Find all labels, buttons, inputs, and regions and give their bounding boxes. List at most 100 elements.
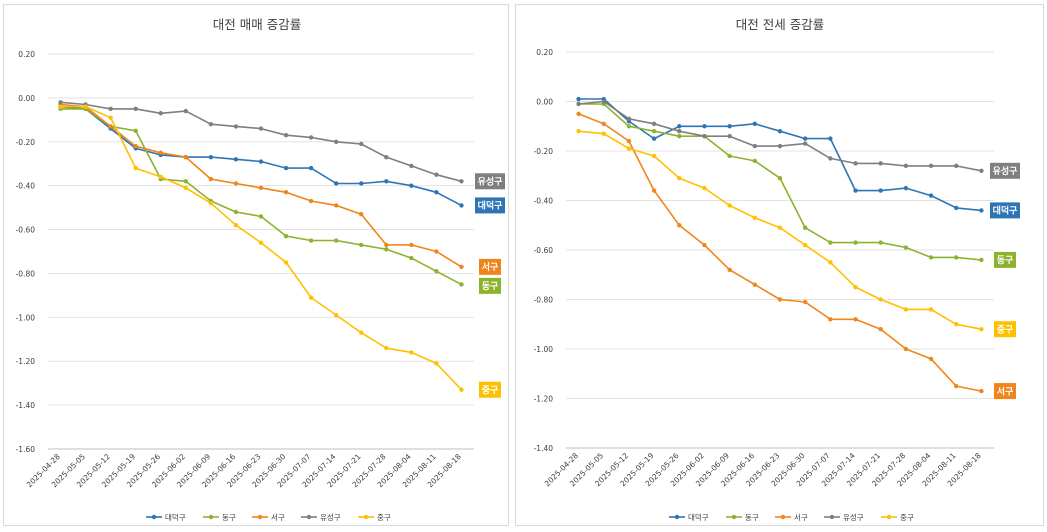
end-label-text: 서구 (997, 385, 1014, 397)
data-point (233, 209, 239, 215)
data-point (409, 183, 414, 188)
data-point (308, 295, 314, 300)
data-point (979, 388, 984, 394)
legend-marker (257, 514, 263, 520)
legend-label: 중구 (377, 513, 391, 522)
data-point (258, 126, 264, 131)
data-point (727, 153, 732, 159)
data-point (283, 190, 289, 195)
data-point (727, 203, 732, 208)
data-point (651, 188, 657, 193)
jeonse-chart: 대전 전세 증감률 0.20 0.00 -0.20 -0.40 -0.60 -0.80 -1.… (534, 17, 1020, 522)
data-point (802, 299, 808, 305)
y-tick-label: -0.80 (16, 269, 36, 278)
data-point (308, 135, 314, 140)
y-tick-label: 0.00 (18, 94, 35, 103)
data-point (777, 225, 783, 230)
end-label-box (990, 202, 1020, 219)
sales-chart-panel: 대전 매매 증감률 0.20 0.00 -0.20 -0.40 -0.60 -0.80 -1.… (3, 4, 509, 526)
y-tick-label: -1.00 (16, 313, 36, 322)
data-point (434, 190, 439, 195)
data-point (727, 267, 732, 272)
y-tick-label: -1.20 (16, 357, 36, 366)
data-point (903, 163, 909, 169)
data-point (233, 157, 239, 162)
data-point (626, 138, 632, 144)
legend-marker (306, 514, 312, 520)
data-point (283, 132, 289, 138)
data-point (928, 163, 934, 169)
data-point (903, 346, 909, 352)
data-point (409, 255, 414, 261)
data-point (752, 215, 758, 221)
data-point (928, 307, 934, 312)
end-label-text: 서구 (482, 261, 499, 273)
data-point (384, 247, 389, 252)
y-tick-label: -0.20 (16, 138, 36, 147)
end-label-text: 유성구 (478, 175, 503, 187)
data-point (233, 181, 239, 186)
data-point (459, 179, 464, 184)
end-label: 유성구 (990, 162, 1020, 179)
end-label-text: 동구 (482, 281, 499, 292)
legend-entry: 유성구 (301, 513, 341, 522)
data-point (979, 208, 984, 213)
data-point (853, 284, 858, 290)
data-point (158, 174, 163, 180)
data-point (626, 146, 632, 151)
data-point (878, 161, 883, 166)
data-point (133, 128, 138, 134)
legend-label: 동구 (745, 513, 759, 522)
data-point (626, 116, 632, 122)
legend-marker (731, 514, 737, 520)
end-label-box (479, 277, 501, 294)
legend-entry: 대덕구 (669, 512, 709, 522)
end-label: 동구 (994, 251, 1016, 268)
series-line (578, 113, 982, 392)
data-point (727, 124, 732, 129)
end-label-text: 대덕구 (993, 205, 1018, 217)
data-point (677, 223, 682, 228)
data-point (434, 269, 439, 274)
end-label-box (479, 258, 501, 275)
data-point (702, 185, 707, 191)
y-tick-label: 0.20 (536, 48, 553, 57)
data-point (777, 129, 783, 134)
end-label: 대덕구 (990, 202, 1020, 219)
data-point (777, 143, 783, 149)
data-point (283, 260, 289, 265)
legend-label: 대덕구 (165, 512, 186, 522)
data-point (954, 383, 959, 389)
data-point (928, 356, 934, 362)
data-point (802, 136, 808, 141)
data-point (576, 111, 581, 117)
data-point (928, 255, 934, 260)
y-tick-label: -0.60 (16, 226, 36, 235)
data-point (828, 156, 833, 161)
data-point (651, 153, 657, 159)
data-point (459, 203, 464, 208)
legend-marker (363, 514, 369, 520)
end-label-text: 동구 (997, 255, 1014, 266)
end-label-text: 중구 (482, 385, 499, 396)
data-point (409, 163, 414, 169)
data-point (83, 104, 88, 109)
legend-entry: 중구 (881, 513, 914, 522)
data-point (878, 327, 883, 332)
data-point (133, 106, 138, 112)
data-point (208, 176, 214, 182)
end-label-box (994, 251, 1016, 268)
data-point (434, 172, 439, 177)
legend-label: 유성구 (843, 513, 864, 522)
data-point (409, 350, 414, 355)
series-line (60, 105, 462, 207)
end-label-text: 유성구 (993, 165, 1018, 177)
end-label: 유성구 (475, 173, 505, 190)
data-point (384, 345, 389, 351)
data-point (878, 240, 883, 245)
data-point (954, 163, 959, 169)
y-tick-label: -0.60 (534, 246, 554, 255)
data-point (308, 165, 314, 171)
data-point (752, 158, 758, 164)
data-point (853, 240, 858, 245)
